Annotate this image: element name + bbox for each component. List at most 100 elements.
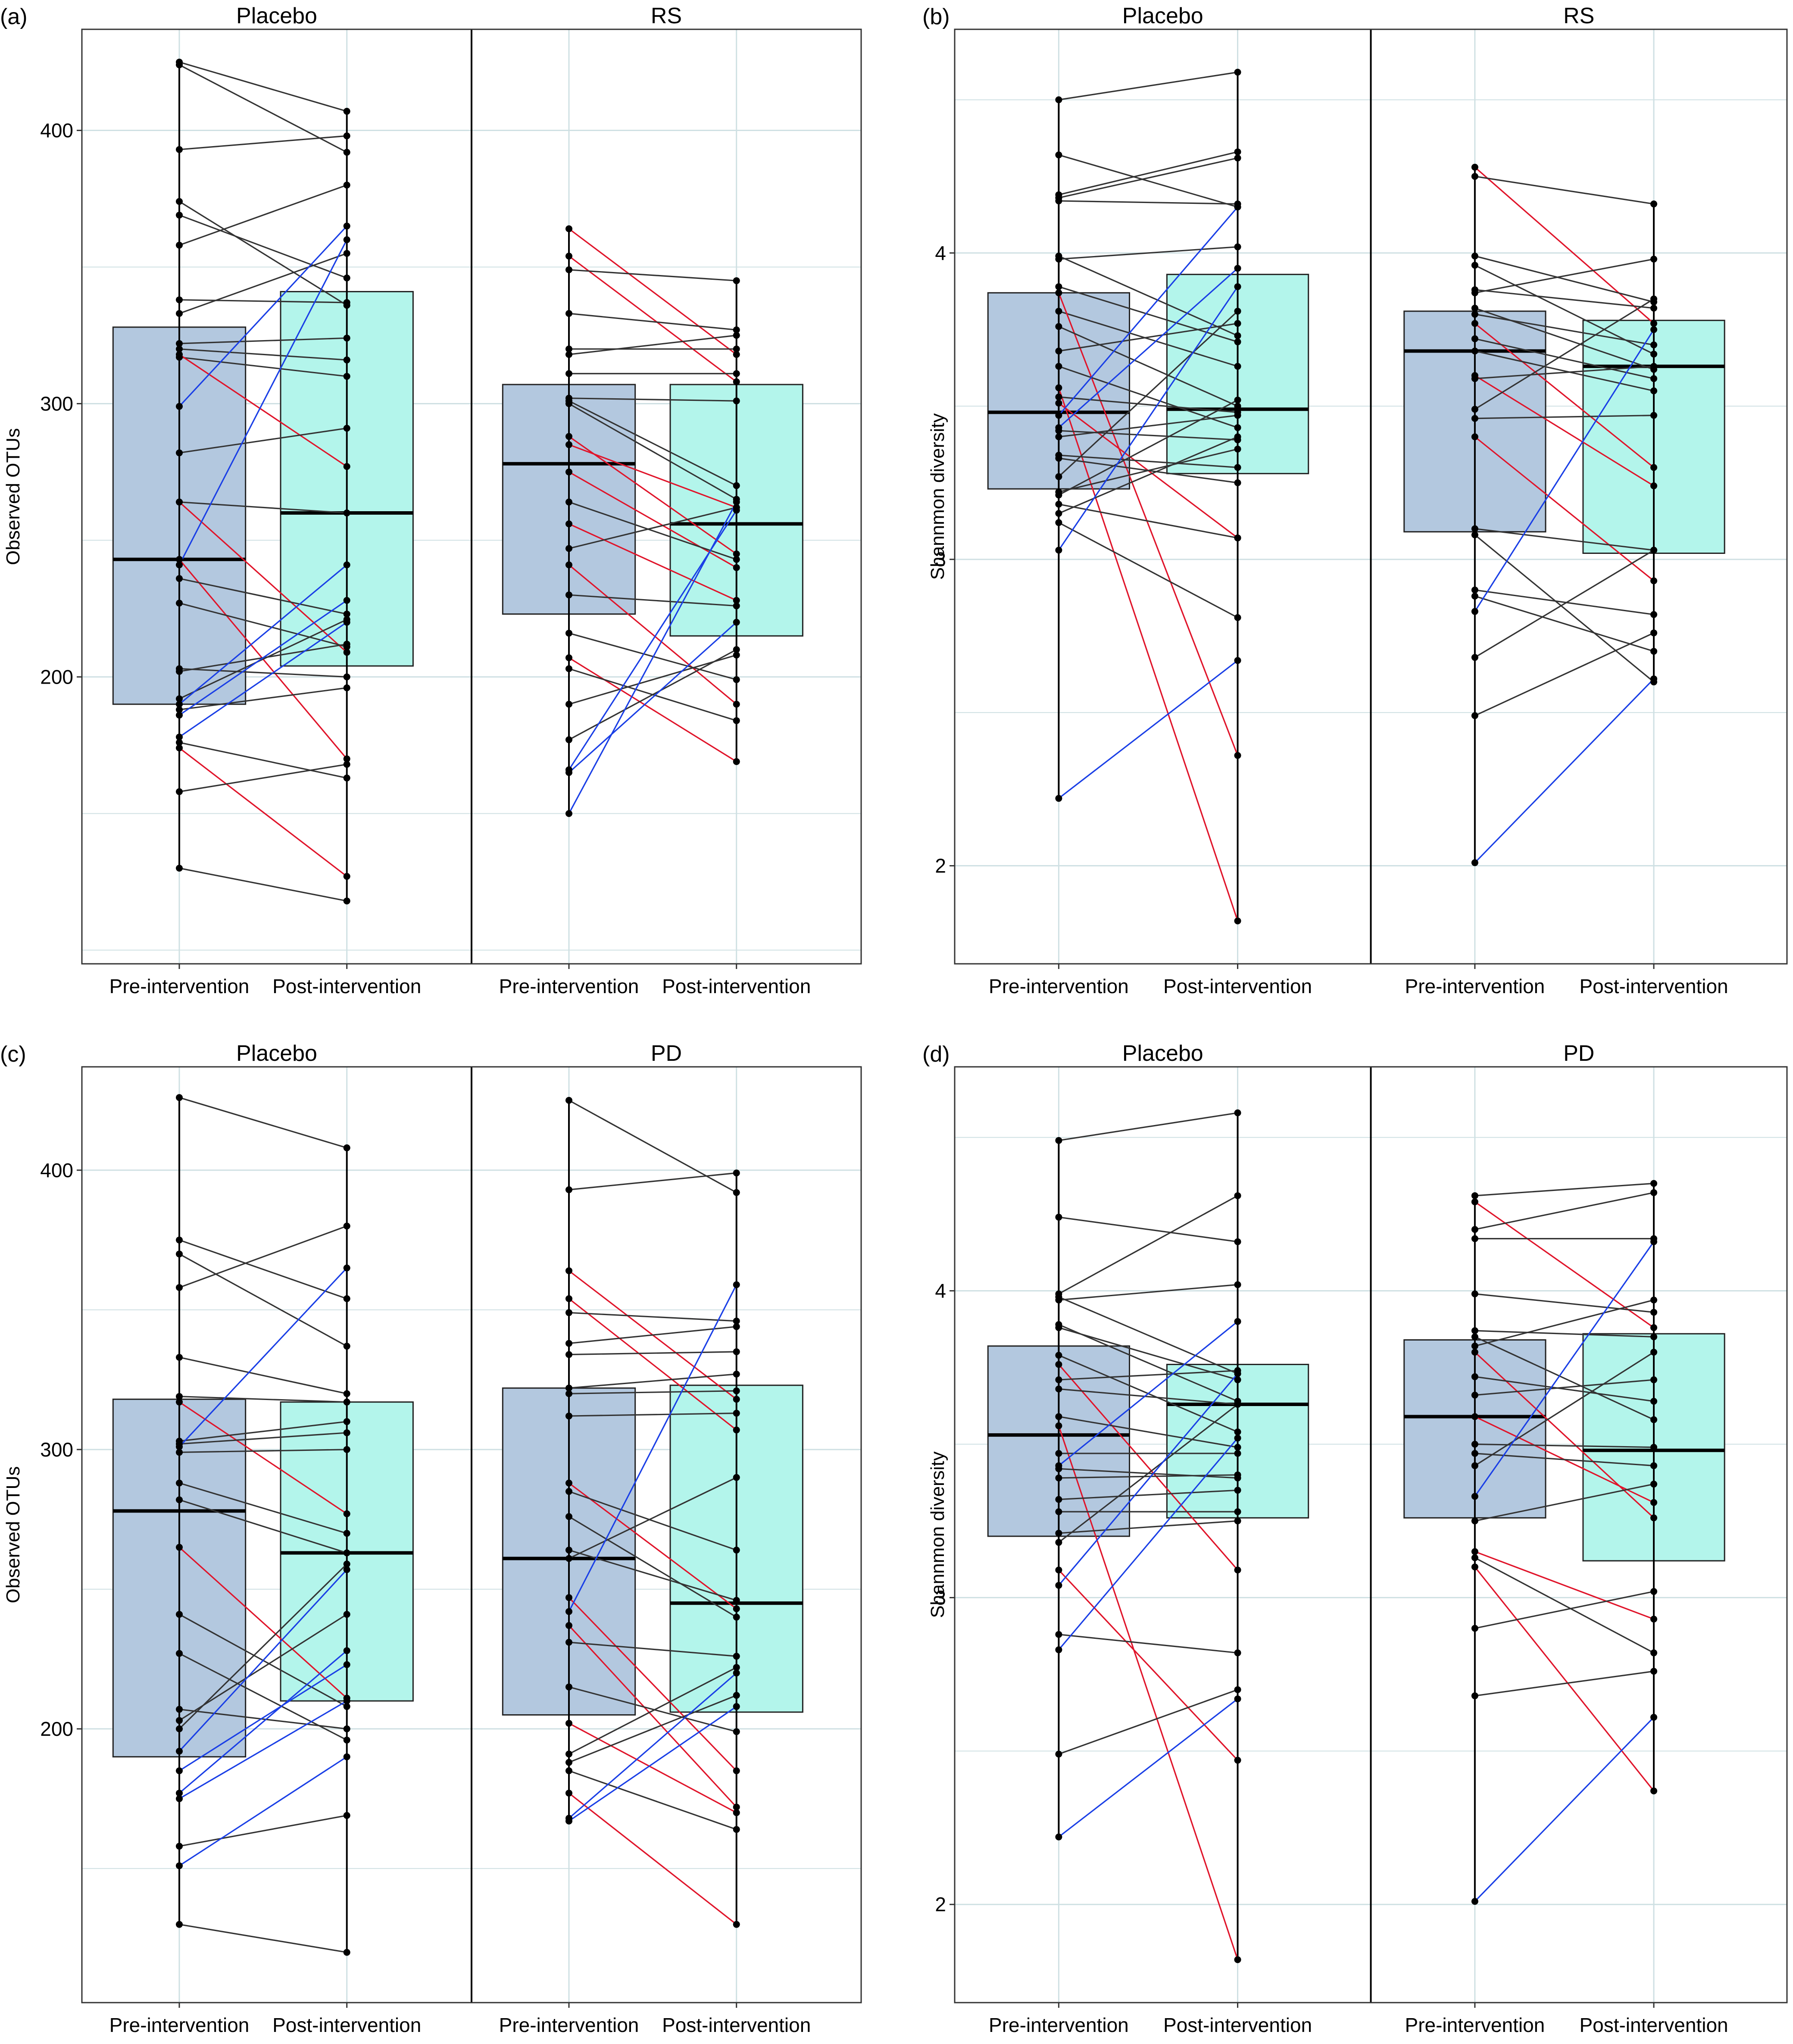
point-post: [1234, 332, 1241, 339]
point-post: [343, 373, 350, 380]
point-post: [733, 1410, 740, 1417]
point-post: [1650, 647, 1658, 655]
paired-line-neutral: [179, 337, 347, 344]
paired-line-neutral: [1058, 154, 1238, 208]
point-pre: [565, 370, 572, 377]
point-pre: [176, 865, 183, 872]
paired-line-neutral: [179, 135, 347, 150]
paired-line-down: [569, 1482, 737, 1610]
point-post: [343, 1736, 350, 1744]
paired-line-neutral: [179, 668, 347, 678]
point-pre: [1471, 1413, 1478, 1420]
point-pre: [565, 1767, 572, 1775]
y-axis-title: Shannmon diversity: [927, 1451, 948, 1618]
paired-line-down: [1058, 388, 1239, 921]
paired-line-neutral: [179, 1708, 347, 1730]
point-pre: [1471, 304, 1478, 312]
point-pre: [1471, 531, 1478, 538]
point-pre: [176, 345, 183, 353]
point-post: [343, 684, 350, 691]
paired-line-up: [179, 1756, 347, 1866]
point-pre: [1471, 1554, 1478, 1561]
point-post: [733, 1921, 740, 1928]
point-post: [1234, 265, 1241, 272]
point-post: [1650, 1499, 1658, 1506]
paired-line-up: [1474, 678, 1655, 863]
point-pre: [1471, 1462, 1478, 1469]
point-post: [343, 610, 350, 618]
paired-line-neutral: [569, 594, 737, 607]
point-post: [1234, 917, 1241, 925]
paired-line-down: [569, 436, 737, 555]
paired-line-neutral: [179, 1225, 347, 1288]
point-post: [1234, 1566, 1241, 1574]
point-post: [733, 1653, 740, 1660]
point-post: [733, 1396, 740, 1403]
paired-line-up: [179, 1700, 347, 1800]
point-post: [733, 1426, 740, 1434]
point-post: [1234, 69, 1241, 76]
paired-line-down: [179, 354, 347, 467]
point-pre: [1471, 262, 1478, 269]
point-pre: [176, 351, 183, 358]
paired-line-up: [1058, 1373, 1238, 1586]
paired-line-neutral: [1059, 1216, 1238, 1243]
paired-line-up: [569, 1706, 737, 1822]
point-post: [733, 1323, 740, 1330]
point-pre: [565, 266, 572, 273]
panel-4: (d) Shannmon diversity 2 3 4 Placebo Pre-inter…: [922, 1041, 1788, 2036]
point-pre: [176, 1544, 183, 1551]
point-post: [733, 1826, 740, 1833]
point-pre: [565, 1608, 572, 1615]
point-pre: [1055, 1385, 1062, 1393]
paired-line-neutral: [179, 619, 347, 700]
point-pre: [1471, 1348, 1478, 1356]
point-post: [733, 619, 740, 626]
facet-placebo: Placebo Pre-intervention Post-intervention: [109, 1041, 422, 2036]
point-pre: [176, 1767, 183, 1775]
point-pre: [1055, 1566, 1062, 1574]
point-pre: [1055, 307, 1062, 315]
paired-line-neutral: [1474, 350, 1654, 392]
x-tick-label: Pre-intervention: [989, 2014, 1129, 2036]
paired-line-neutral: [1058, 1296, 1238, 1375]
paired-line-down: [569, 523, 737, 601]
point-pre: [176, 668, 183, 675]
point-post: [1650, 1296, 1658, 1303]
point-post: [1650, 1588, 1658, 1595]
paired-line-down: [569, 1722, 737, 1813]
point-pre: [1471, 1198, 1478, 1206]
point-pre: [1055, 510, 1062, 517]
point-pre: [565, 468, 572, 475]
paired-line-neutral: [569, 1477, 737, 1560]
point-post: [343, 1753, 350, 1760]
paired-line-neutral: [569, 1100, 737, 1194]
paired-line-neutral: [1474, 338, 1654, 379]
paired-line-neutral: [1474, 1443, 1654, 1448]
paired-line-up: [179, 1664, 347, 1772]
point-pre: [565, 1390, 572, 1397]
point-pre: [565, 400, 572, 407]
point-pre: [1055, 1631, 1062, 1638]
x-tick-label: Pre-intervention: [499, 2014, 639, 2036]
point-post: [733, 1605, 740, 1613]
point-post: [343, 649, 350, 656]
x-tick-label: Pre-intervention: [1405, 2014, 1545, 2036]
paired-line-neutral: [179, 867, 347, 902]
paired-line-neutral: [569, 400, 737, 487]
point-post: [1650, 675, 1658, 682]
y-axis-title: Shannmon diversity: [927, 413, 948, 580]
point-pre: [1055, 1646, 1062, 1653]
point-pre: [176, 340, 183, 347]
facet-rs: RS Pre-intervention Post-intervention: [1403, 3, 1728, 997]
paired-line-neutral: [1058, 399, 1238, 496]
paired-line-neutral: [1474, 589, 1654, 616]
paired-line-neutral: [1059, 1474, 1238, 1479]
paired-line-neutral: [179, 1239, 347, 1300]
point-post: [733, 1169, 740, 1177]
paired-line-neutral: [1059, 396, 1238, 413]
paired-line-down: [569, 657, 737, 763]
paired-line-neutral: [1474, 255, 1654, 303]
paired-line-up: [1058, 268, 1238, 428]
point-pre: [1471, 1373, 1478, 1380]
